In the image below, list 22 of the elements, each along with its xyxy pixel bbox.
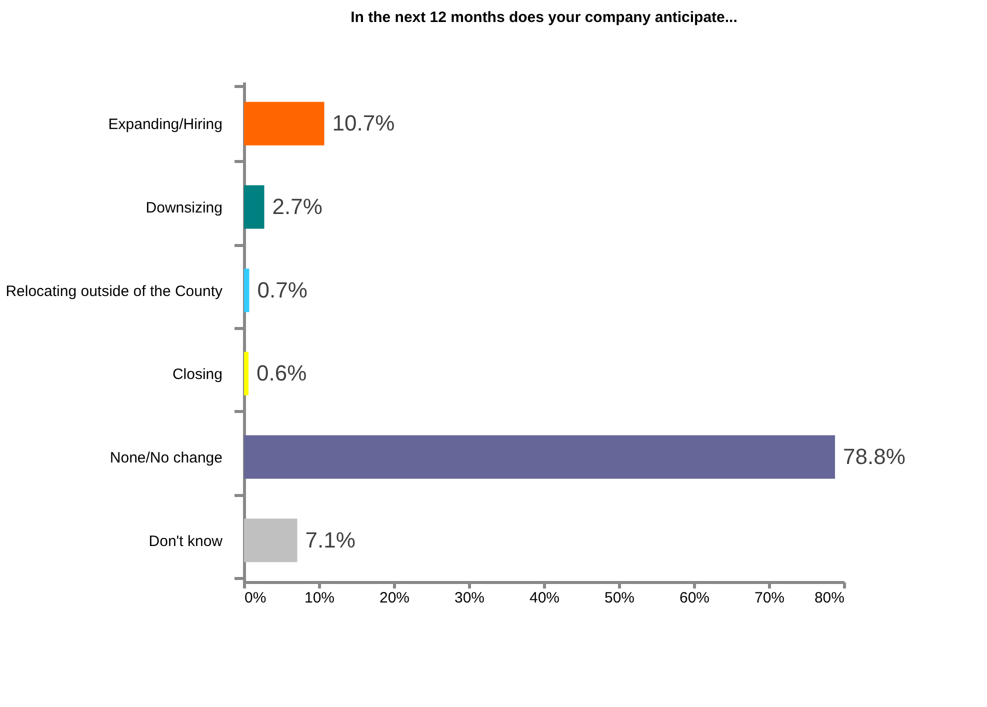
y-tick-label: Relocating outside of the County [6,282,223,300]
data-label: 78.8% [843,444,906,469]
x-tick-label: 10% [304,590,335,606]
x-tick-label: 60% [679,590,710,606]
y-tick-label: Expanding/Hiring [108,116,222,134]
data-label: 7.1% [305,527,356,552]
x-tick-label: 20% [379,590,410,606]
x-tick-label: 50% [604,590,635,606]
x-tick-label: 30% [454,590,485,606]
x-tick-label: 80% [814,590,844,606]
x-tick-label: 70% [754,590,785,606]
y-tick-label: Downsizing [146,200,222,216]
chart-title: In the next 12 months does your company anticipate... [350,9,738,26]
data-label: 2.7% [272,194,322,219]
x-tick-label: 0% [244,590,266,606]
y-tick-label: Closing [172,366,222,384]
y-tick-label: None/No change [110,450,222,466]
y-tick-label: Don't know [148,532,223,550]
x-tick-label: 40% [529,590,560,606]
data-label: 0.7% [257,277,308,302]
data-label: 0.6% [256,360,307,386]
data-label: 10.7% [332,110,395,136]
